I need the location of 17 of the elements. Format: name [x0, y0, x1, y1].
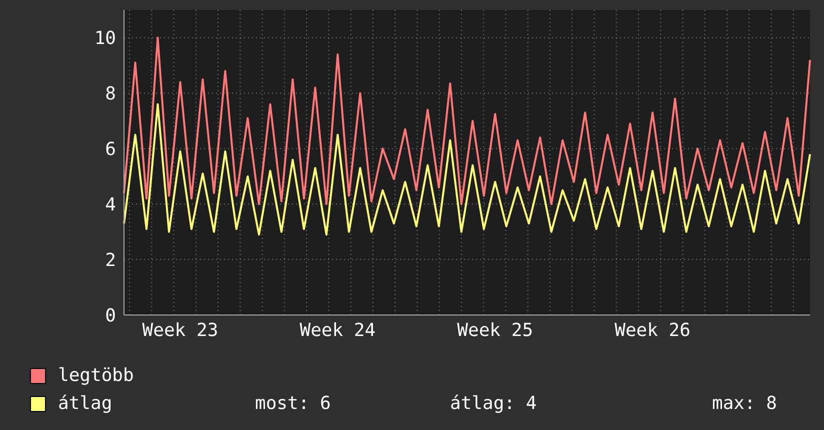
y-tick-label: 4 — [105, 194, 116, 216]
x-tick-label: Week 23 — [142, 320, 218, 341]
text: max: 8 — [712, 392, 778, 416]
y-tick-label: 0 — [105, 305, 116, 326]
x-tick-label: Week 26 — [614, 320, 690, 341]
line-series — [123, 36, 811, 206]
legend-label: átlag — [58, 392, 112, 416]
x-tick-label: Week 24 — [300, 320, 376, 341]
line-series — [123, 103, 811, 236]
y-tick-label: 6 — [105, 139, 116, 160]
y-tick-label: 2 — [105, 250, 116, 271]
y-tick-label: 10 — [94, 28, 116, 50]
x-tick-label: Week 25 — [457, 320, 534, 341]
text: átlag: 4 — [450, 392, 537, 416]
y-tick-label: 8 — [105, 84, 116, 105]
legend-label: legtöbb — [58, 364, 134, 388]
text: most: 6 — [255, 392, 331, 416]
